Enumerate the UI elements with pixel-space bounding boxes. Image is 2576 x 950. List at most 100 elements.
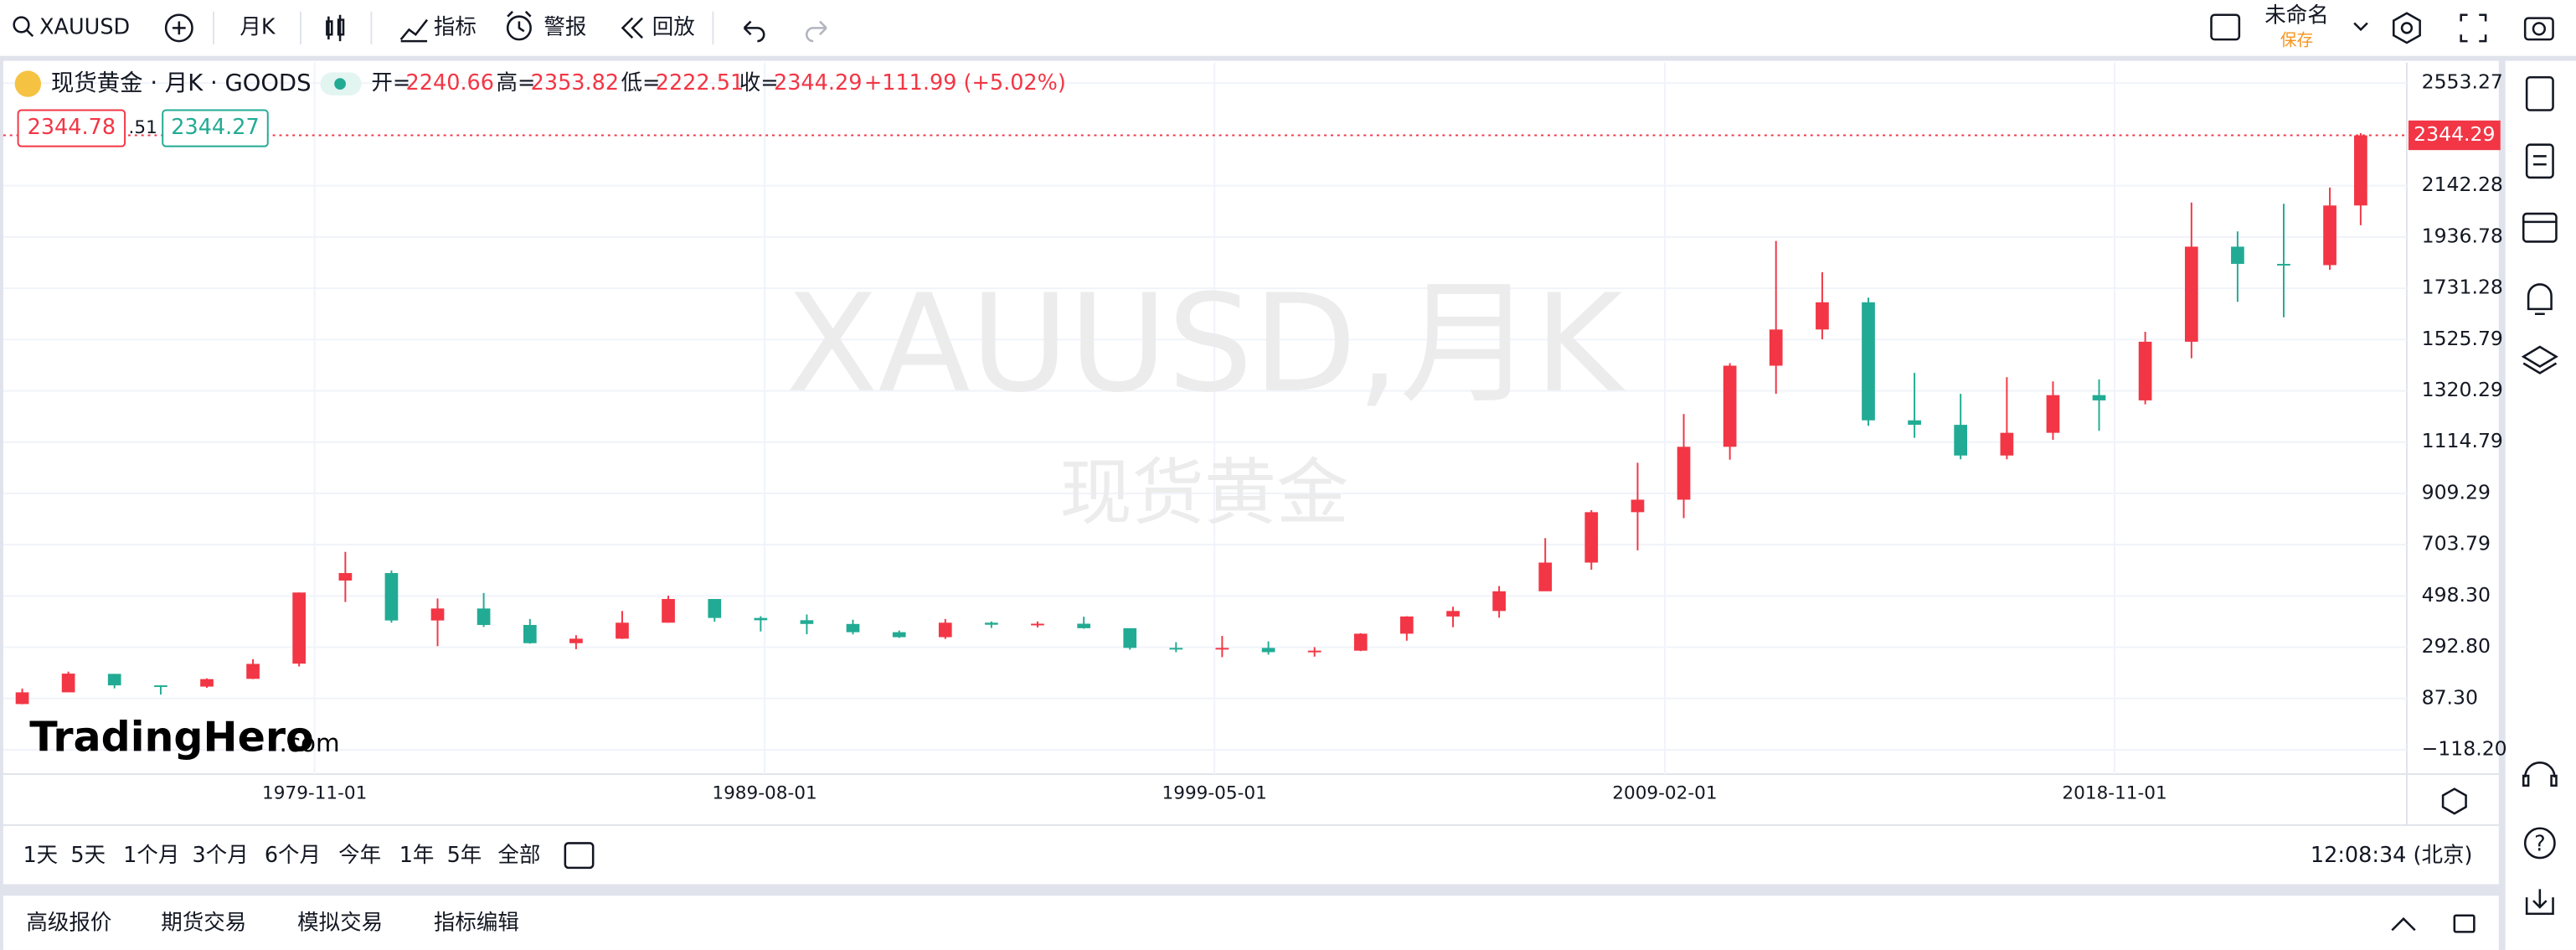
high-value: 2353.82 (531, 70, 619, 96)
candle-body (1769, 329, 1783, 366)
replay-icon[interactable] (621, 17, 643, 39)
indicators-icon[interactable] (399, 18, 429, 43)
chart-type-icon[interactable] (326, 14, 345, 42)
candle-body (1908, 420, 1921, 426)
alerts-button[interactable]: 警报 (544, 14, 586, 39)
candle-body (338, 573, 353, 581)
screenshot-button[interactable] (2523, 17, 2554, 41)
candle-body (2231, 246, 2244, 264)
bottom-tab[interactable]: 模拟交易 (297, 911, 383, 936)
candle-body (938, 622, 952, 638)
save-button[interactable]: 保存 (2280, 31, 2313, 50)
maximize-button[interactable] (2453, 914, 2476, 933)
candle-body (1215, 648, 1229, 650)
candles (3, 132, 2407, 705)
layout-icon[interactable] (2210, 13, 2241, 41)
help-button: ? (2534, 831, 2546, 856)
bottom-tab[interactable]: 指标编辑 (434, 911, 519, 936)
range-button[interactable]: 1天 (23, 843, 58, 868)
symbol[interactable]: XAUUSD (39, 14, 130, 39)
sell-price[interactable]: 2344.78 (28, 115, 116, 140)
add-symbol-icon[interactable] (164, 13, 193, 43)
range-button[interactable]: 5年 (447, 843, 482, 868)
details-button[interactable] (2525, 143, 2554, 179)
candle-body (107, 674, 121, 686)
logo-suffix: .com (279, 729, 339, 757)
fullscreen-button[interactable] (2460, 13, 2487, 43)
candle-body (15, 692, 29, 705)
y-tick-label: 703.79 (2422, 532, 2491, 555)
alerts-panel-button[interactable] (2527, 283, 2553, 316)
range-button[interactable]: 全部 (497, 843, 540, 868)
axis-settings[interactable] (2441, 787, 2467, 815)
redo-button[interactable] (806, 20, 827, 43)
search-icon[interactable] (13, 16, 30, 34)
x-tick-label: 2009-02-01 (1612, 783, 1717, 804)
candle-body (1123, 627, 1137, 648)
bottom-tabs: 高级报价 期货交易 模拟交易 指标编辑 (26, 911, 519, 936)
help-button[interactable] (2523, 827, 2556, 860)
buy-button[interactable] (162, 109, 269, 147)
bottom-tab[interactable]: 高级报价 (26, 911, 111, 936)
y-tick-label: 1936.78 (2422, 224, 2503, 247)
y-tick-label: 498.30 (2422, 583, 2491, 607)
settings-button (2400, 22, 2414, 34)
layout-name[interactable]: 未命名 (2264, 3, 2329, 28)
candle-body (292, 592, 306, 664)
range-button[interactable]: 6个月 (265, 843, 321, 868)
details-button (2532, 155, 2547, 166)
y-tick-label: 87.30 (2422, 685, 2478, 709)
y-tick-label: 1320.29 (2422, 378, 2503, 401)
range-button[interactable]: 5天 (70, 843, 106, 868)
indicators-button[interactable]: 指标 (434, 14, 477, 39)
layers-button[interactable] (2521, 345, 2558, 374)
settings-button[interactable] (2392, 12, 2421, 44)
download-button[interactable] (2525, 889, 2554, 916)
replay-button[interactable]: 回放 (652, 14, 695, 39)
date-range-button[interactable] (564, 842, 595, 870)
spread: .51 (129, 117, 157, 138)
candle-body (246, 663, 260, 679)
candle-body (61, 674, 75, 693)
candle-body (616, 622, 629, 639)
range-button[interactable]: 今年 (338, 843, 381, 868)
toolbar (0, 0, 2576, 56)
y-tick-label: 1525.79 (2422, 327, 2503, 350)
y-tick-label: 2553.27 (2422, 70, 2503, 94)
watermark-title: XAUUSD,月K (786, 266, 1625, 422)
candle-body (754, 617, 768, 621)
x-tick-label: 1979-11-01 (262, 783, 367, 804)
candle-body (1584, 512, 1599, 563)
calendar-button[interactable] (2522, 212, 2558, 243)
y-tick-label: 1731.28 (2422, 276, 2503, 299)
undo-button[interactable] (743, 20, 765, 43)
candle-body (2138, 341, 2152, 400)
candle-body (1261, 648, 1275, 653)
low-label: 低= (621, 70, 661, 96)
candle-body (477, 608, 491, 625)
high-label: 高= (496, 70, 535, 96)
last-price-tag (2408, 120, 2501, 151)
sell-button[interactable] (17, 109, 126, 147)
layout-menu[interactable] (2353, 22, 2368, 32)
buy-price[interactable]: 2344.27 (171, 115, 259, 140)
watchlist-button[interactable] (2525, 75, 2554, 111)
y-tick-label: −118.20 (2422, 736, 2507, 760)
alert-icon[interactable] (506, 15, 532, 41)
candle-body (384, 573, 399, 621)
add-symbol-icon (172, 21, 186, 35)
x-tick-label: 1999-05-01 (1162, 783, 1267, 804)
range-button[interactable]: 1个月 (123, 843, 179, 868)
candle-body (1399, 616, 1414, 634)
collapse-button[interactable] (2391, 916, 2416, 932)
support-button[interactable] (2522, 762, 2558, 787)
legend-title: 现货黄金 · 月K · GOODS (51, 70, 312, 96)
range-button[interactable]: 1年 (399, 843, 435, 868)
range-button[interactable]: 3个月 (193, 843, 249, 868)
bottom-tab[interactable]: 期货交易 (161, 911, 246, 936)
interval[interactable]: 月K (240, 14, 276, 39)
candle-body (1677, 447, 1691, 500)
